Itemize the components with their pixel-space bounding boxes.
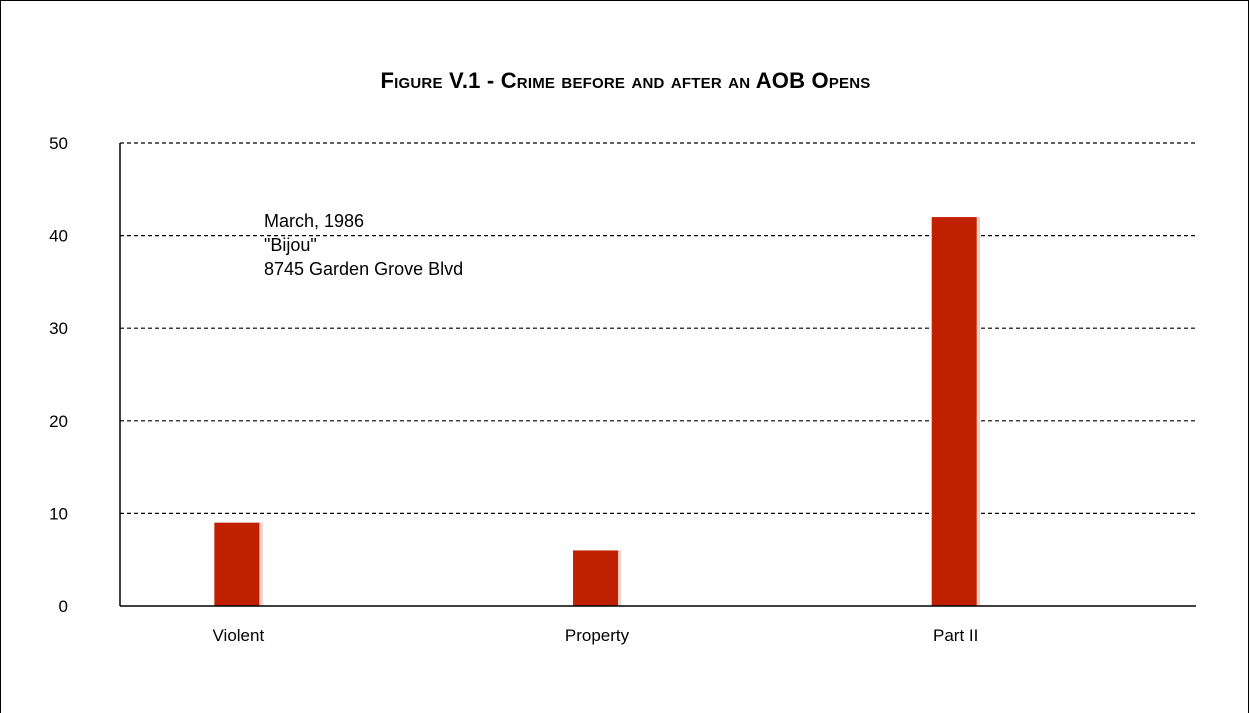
- annotation-line: 8745 Garden Grove Blvd: [264, 259, 463, 279]
- annotation-line: March, 1986: [264, 211, 364, 231]
- x-axis-ticks: Violent Property Part II: [213, 626, 979, 645]
- chart-title: Figure V.1 - Crime before and after an A…: [380, 68, 871, 93]
- x-tick-label: Property: [565, 626, 630, 645]
- annotation: March, 1986 "Bijou" 8745 Garden Grove Blvd: [264, 211, 463, 279]
- bar: [214, 522, 263, 606]
- x-tick-label: Violent: [213, 626, 265, 645]
- bar: [931, 217, 980, 606]
- x-tick-label: Part II: [933, 626, 978, 645]
- y-tick-label: 40: [49, 227, 68, 246]
- y-tick-label: 10: [49, 504, 68, 523]
- annotation-line: "Bijou": [264, 235, 317, 255]
- gridlines: [120, 142, 1196, 515]
- y-tick-label: 20: [49, 412, 68, 431]
- y-tick-label: 0: [59, 597, 68, 616]
- bar: [573, 550, 622, 606]
- y-tick-label: 50: [49, 134, 68, 153]
- axes: [119, 143, 1196, 607]
- bar-edge: [259, 522, 263, 606]
- bar-edge: [976, 217, 980, 606]
- bar-edge: [618, 550, 622, 606]
- y-tick-label: 30: [49, 319, 68, 338]
- y-axis-ticks: 0 10 20 30 40 50: [49, 134, 68, 616]
- bars: [214, 217, 980, 606]
